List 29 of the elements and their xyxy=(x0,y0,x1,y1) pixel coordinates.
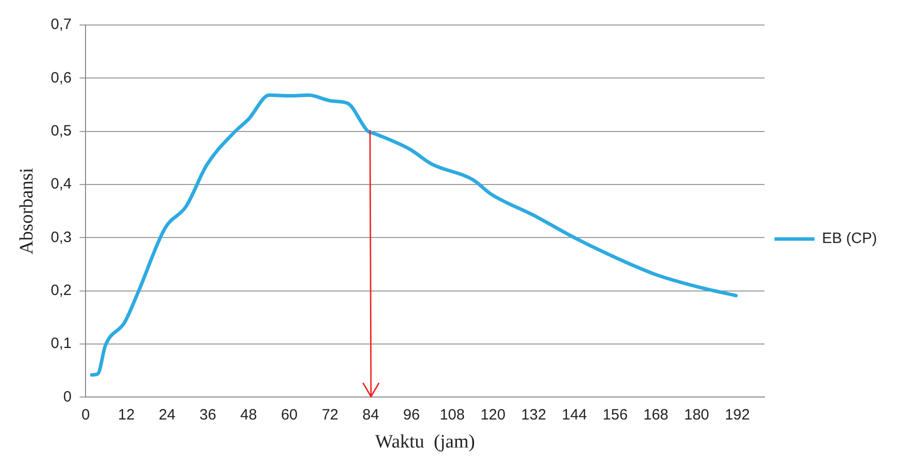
y-tick-label: 0,1 xyxy=(50,335,72,352)
x-tick-label: 12 xyxy=(118,406,135,424)
x-tick-label: 192 xyxy=(724,406,750,424)
x-tick-label: 60 xyxy=(280,406,298,424)
x-tick-label: 96 xyxy=(403,406,420,424)
legend-label: EB (CP) xyxy=(822,230,878,248)
x-tick-label: 144 xyxy=(562,406,587,424)
y-tick-label: 0,2 xyxy=(50,282,72,299)
x-tick-label: 120 xyxy=(480,406,506,424)
x-tick-label: 0 xyxy=(81,406,90,424)
y-tick-label: 0 xyxy=(63,388,72,406)
y-tick-label: 0,5 xyxy=(50,122,72,140)
x-tick-label: 156 xyxy=(602,406,628,424)
x-axis-title: Waktu (jam) xyxy=(375,432,475,453)
x-tick-label: 36 xyxy=(200,406,216,424)
x-tick-label: 180 xyxy=(684,406,710,424)
line-series xyxy=(90,93,738,377)
x-tick-label: 72 xyxy=(322,406,338,424)
y-tick-label: 0,3 xyxy=(50,228,72,246)
x-tick-label: 168 xyxy=(643,406,668,424)
x-tick-label: 84 xyxy=(362,406,380,424)
y-tick-label: 0,4 xyxy=(50,176,72,193)
x-tick-label: 132 xyxy=(521,406,546,424)
x-tick-label: 48 xyxy=(240,406,257,424)
y-axis-title: Absorbansi xyxy=(16,168,38,254)
x-tick-label: 24 xyxy=(158,406,176,424)
y-tick-label: 0,7 xyxy=(50,16,72,34)
y-tick-label: 0,6 xyxy=(50,69,72,86)
x-tick-label: 108 xyxy=(440,406,465,424)
